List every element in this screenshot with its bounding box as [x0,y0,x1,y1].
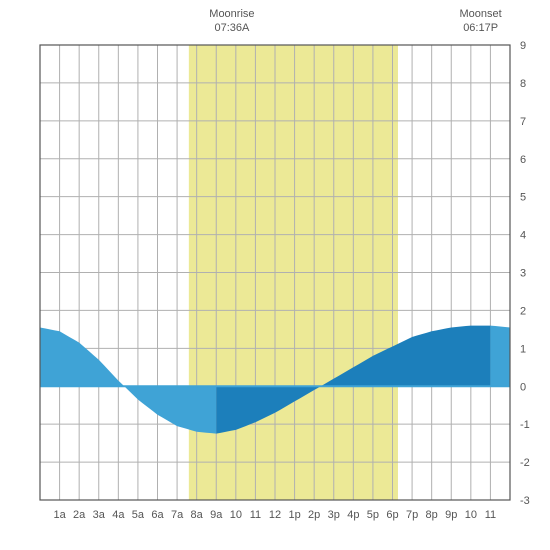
annotation-time: 07:36A [214,22,250,34]
y-tick-label: 6 [520,154,526,166]
x-tick-label: 5a [132,509,145,521]
x-tick-label: 11 [250,509,261,521]
y-tick-label: 3 [520,268,526,280]
y-tick-label: 2 [520,305,526,317]
x-tick-label: 12 [269,509,281,521]
x-tick-label: 11 [485,509,496,521]
x-tick-label: 4p [347,509,359,521]
y-tick-label: -3 [520,495,530,507]
y-tick-label: 4 [520,230,526,242]
y-tick-label: -2 [520,457,530,469]
y-tick-label: 0 [520,381,526,393]
y-tick-label: 9 [520,40,526,52]
annotation-title: Moonset [460,8,502,20]
x-tick-label: 6p [386,509,398,521]
x-tick-label: 4a [112,509,125,521]
x-tick-label: 9p [445,509,457,521]
annotation-time: 06:17P [463,22,498,34]
x-tick-label: 1a [53,509,66,521]
x-tick-label: 10 [230,509,242,521]
x-tick-label: 8a [191,509,204,521]
y-tick-label: -1 [520,419,530,431]
y-tick-label: 8 [520,78,526,90]
annotation-title: Moonrise [209,8,254,20]
y-tick-label: 5 [520,192,526,204]
chart-svg: -3-2-101234567891a2a3a4a5a6a7a8a9a101112… [0,0,550,550]
x-tick-label: 7p [406,509,418,521]
tide-area [490,326,510,387]
x-tick-label: 3a [93,509,106,521]
y-tick-label: 7 [520,116,526,128]
x-tick-label: 6a [151,509,164,521]
x-tick-label: 8p [426,509,438,521]
x-tick-label: 7a [171,509,184,521]
y-tick-label: 1 [520,343,526,355]
tide-chart: -3-2-101234567891a2a3a4a5a6a7a8a9a101112… [0,0,550,550]
x-tick-label: 3p [328,509,340,521]
x-tick-label: 2a [73,509,86,521]
x-tick-label: 10 [465,509,477,521]
x-tick-label: 5p [367,509,379,521]
x-tick-label: 9a [210,509,223,521]
x-tick-label: 2p [308,509,320,521]
x-tick-label: 1p [288,509,300,521]
